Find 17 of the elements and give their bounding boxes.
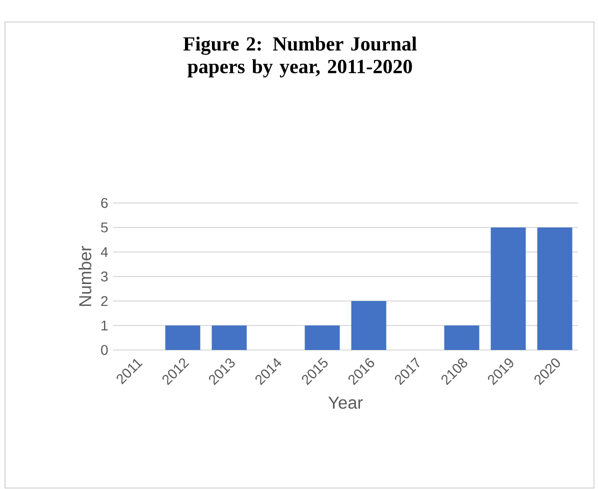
- y-tick-label: 6: [101, 198, 108, 208]
- bar: [537, 228, 572, 350]
- y-tick-label: 1: [102, 320, 108, 330]
- y-tick-label: 2: [101, 296, 108, 306]
- y-tick-label: 5: [101, 222, 108, 232]
- bar: [351, 301, 386, 350]
- y-tick-label: 4: [100, 247, 108, 257]
- y-tick-label: 0: [101, 345, 108, 355]
- bar: [212, 325, 247, 350]
- bar: [444, 325, 480, 350]
- chart-title: Figure 2: Number Journal papers by year, 2011-2020: [183, 36, 417, 78]
- x-axis-title: Year: [328, 396, 363, 409]
- bar: [165, 325, 200, 350]
- bar: [304, 325, 340, 350]
- bar: [490, 228, 526, 350]
- y-axis-title: Number: [78, 246, 92, 306]
- y-tick-label: 3: [101, 272, 108, 282]
